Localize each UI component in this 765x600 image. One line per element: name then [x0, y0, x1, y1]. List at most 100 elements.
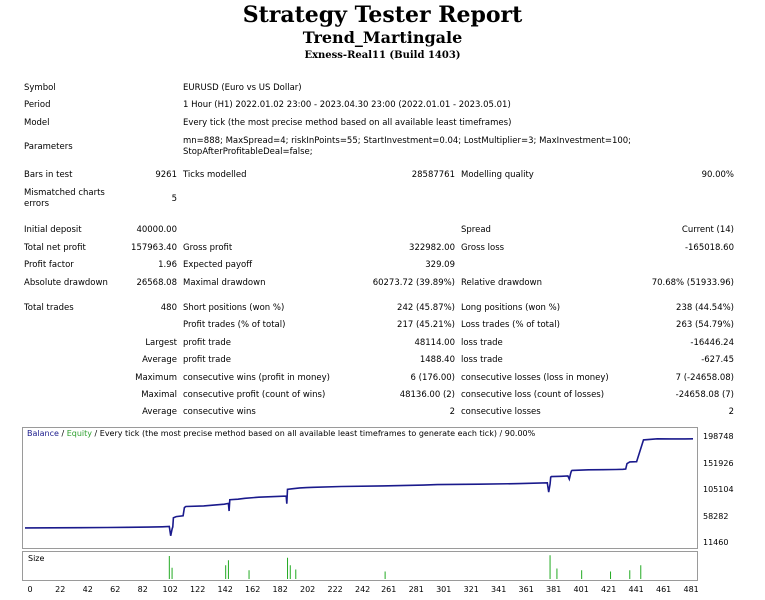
balance-equity-chart: Balance / Equity / Every tick (the most … — [22, 427, 698, 549]
x-tick-label: 301 — [436, 585, 452, 594]
gross-loss-label: Gross loss — [461, 243, 505, 253]
maximal-label: Maximal — [141, 390, 177, 400]
max-consecutive-wins-value: 6 (176.00) — [410, 373, 455, 383]
ticks-value: 28587761 — [411, 170, 455, 180]
largest-loss-label: loss trade — [461, 338, 503, 348]
legend-description: / Every tick (the most precise method ba… — [91, 429, 536, 438]
x-tick-label: 42 — [82, 585, 93, 594]
maximal-drawdown-label: Maximal drawdown — [183, 278, 266, 288]
x-tick-label: 341 — [491, 585, 507, 594]
x-tick-label: 142 — [217, 585, 233, 594]
initial-deposit-value: 40000.00 — [136, 225, 177, 235]
gross-profit-value: 322982.00 — [409, 243, 455, 253]
x-tick-label: 361 — [518, 585, 534, 594]
long-positions-value: 238 (44.54%) — [676, 303, 734, 313]
maximal-consecutive-profit-label: consecutive profit (count of wins) — [183, 390, 326, 400]
y-tick-label: 105104 — [703, 485, 734, 495]
largest-profit-value: 48114.00 — [414, 338, 455, 348]
avg-consecutive-losses-label: consecutive losses — [461, 407, 541, 417]
balance-chart-svg — [24, 437, 694, 536]
largest-loss-value: -16446.24 — [690, 338, 734, 348]
x-tick-label: 441 — [628, 585, 644, 594]
total-trades-label: Total trades — [24, 303, 74, 313]
x-tick-label: 182 — [272, 585, 288, 594]
quality-value: 90.00% — [701, 170, 734, 180]
largest-profit-label: profit trade — [183, 338, 231, 348]
profit-trades-label: Profit trades (% of total) — [183, 320, 286, 330]
legend-equity: Equity — [66, 429, 92, 438]
x-tick-label: 0 — [27, 585, 33, 594]
loss-trades-value: 263 (54.79%) — [676, 320, 734, 330]
symbol-value: EURUSD (Euro vs US Dollar) — [183, 83, 302, 93]
parameters-line-2: StopAfterProfitableDeal=false; — [183, 147, 313, 157]
short-positions-value: 242 (45.87%) — [397, 303, 455, 313]
spread-value: Current (14) — [681, 225, 734, 235]
total-trades-value: 480 — [160, 303, 177, 313]
parameters-label: Parameters — [24, 142, 73, 152]
expected-payoff-value: 329.09 — [425, 260, 455, 270]
maximal-consecutive-loss-label: consecutive loss (count of losses) — [461, 390, 605, 400]
bars-value: 9261 — [155, 170, 177, 180]
avg-consecutive-wins-label: consecutive wins — [183, 407, 256, 417]
server-build: Exness-Real11 (Build 1403) — [304, 50, 461, 61]
average-label: Average — [142, 355, 177, 365]
net-profit-value: 157963.40 — [131, 243, 177, 253]
period-value: 1 Hour (H1) 2022.01.02 23:00 - 2023.04.3… — [183, 100, 511, 110]
quality-label: Modelling quality — [461, 170, 534, 180]
balance-line — [24, 437, 694, 536]
volume-chart: Size — [22, 551, 698, 581]
gross-loss-value: -165018.60 — [684, 243, 734, 253]
bars-label: Bars in test — [24, 170, 73, 180]
symbol-label: Symbol — [24, 83, 56, 93]
parameters-line-1: mn=888; MaxSpread=4; riskInPoints=55; St… — [183, 136, 632, 146]
maximal-drawdown-value: 60273.72 (39.89%) — [372, 278, 455, 288]
average-profit-label: profit trade — [183, 355, 231, 365]
ticks-label: Ticks modelled — [183, 170, 247, 180]
x-tick-label: 242 — [354, 585, 371, 594]
mismatch-value: 5 — [171, 194, 177, 204]
profit-factor-value: 1.96 — [158, 260, 177, 270]
relative-drawdown-value: 70.68% (51933.96) — [651, 278, 734, 288]
average-2-label: Average — [142, 407, 177, 417]
volume-label: Size — [28, 554, 45, 563]
max-consecutive-losses-label: consecutive losses (loss in money) — [461, 373, 609, 383]
avg-consecutive-wins-value: 2 — [449, 407, 455, 417]
average-loss-value: -627.45 — [701, 355, 734, 365]
x-tick-label: 401 — [573, 585, 589, 594]
absolute-drawdown-value: 26568.08 — [136, 278, 177, 288]
profit-factor-label: Profit factor — [24, 260, 74, 270]
x-tick-label: 122 — [190, 585, 206, 594]
report-title: Strategy Tester Report — [242, 2, 523, 28]
period-label: Period — [24, 100, 51, 110]
x-tick-label: 461 — [655, 585, 672, 594]
expert-name: Trend_Martingale — [302, 28, 463, 47]
x-tick-label: 82 — [137, 585, 148, 594]
volume-chart-svg — [168, 555, 642, 579]
x-tick-label: 222 — [327, 585, 343, 594]
x-tick-label: 481 — [683, 585, 699, 594]
average-profit-value: 1488.40 — [419, 355, 455, 365]
maximum-label: Maximum — [135, 373, 177, 383]
average-loss-label: loss trade — [461, 355, 503, 365]
gross-profit-label: Gross profit — [183, 243, 233, 253]
max-consecutive-wins-label: consecutive wins (profit in money) — [183, 373, 330, 383]
x-tick-label: 62 — [110, 585, 121, 594]
absolute-drawdown-label: Absolute drawdown — [24, 278, 108, 288]
x-tick-label: 22 — [55, 585, 66, 594]
profit-trades-value: 217 (45.21%) — [397, 320, 455, 330]
y-tick-label: 198748 — [703, 432, 734, 442]
x-tick-label: 421 — [601, 585, 617, 594]
mismatch-label-2: errors — [24, 199, 50, 209]
initial-deposit-label: Initial deposit — [24, 225, 82, 235]
net-profit-label: Total net profit — [24, 243, 86, 253]
mismatch-label-1: Mismatched charts — [24, 188, 105, 198]
long-positions-label: Long positions (won %) — [461, 303, 561, 313]
x-tick-label: 281 — [408, 585, 424, 594]
maximal-consecutive-profit-value: 48136.00 (2) — [399, 390, 455, 400]
y-tick-label: 58282 — [703, 511, 729, 521]
avg-consecutive-losses-value: 2 — [728, 407, 734, 417]
legend-balance: Balance — [27, 429, 59, 438]
x-tick-label: 162 — [245, 585, 261, 594]
model-value: Every tick (the most precise method base… — [183, 118, 512, 128]
x-tick-label: 381 — [546, 585, 562, 594]
